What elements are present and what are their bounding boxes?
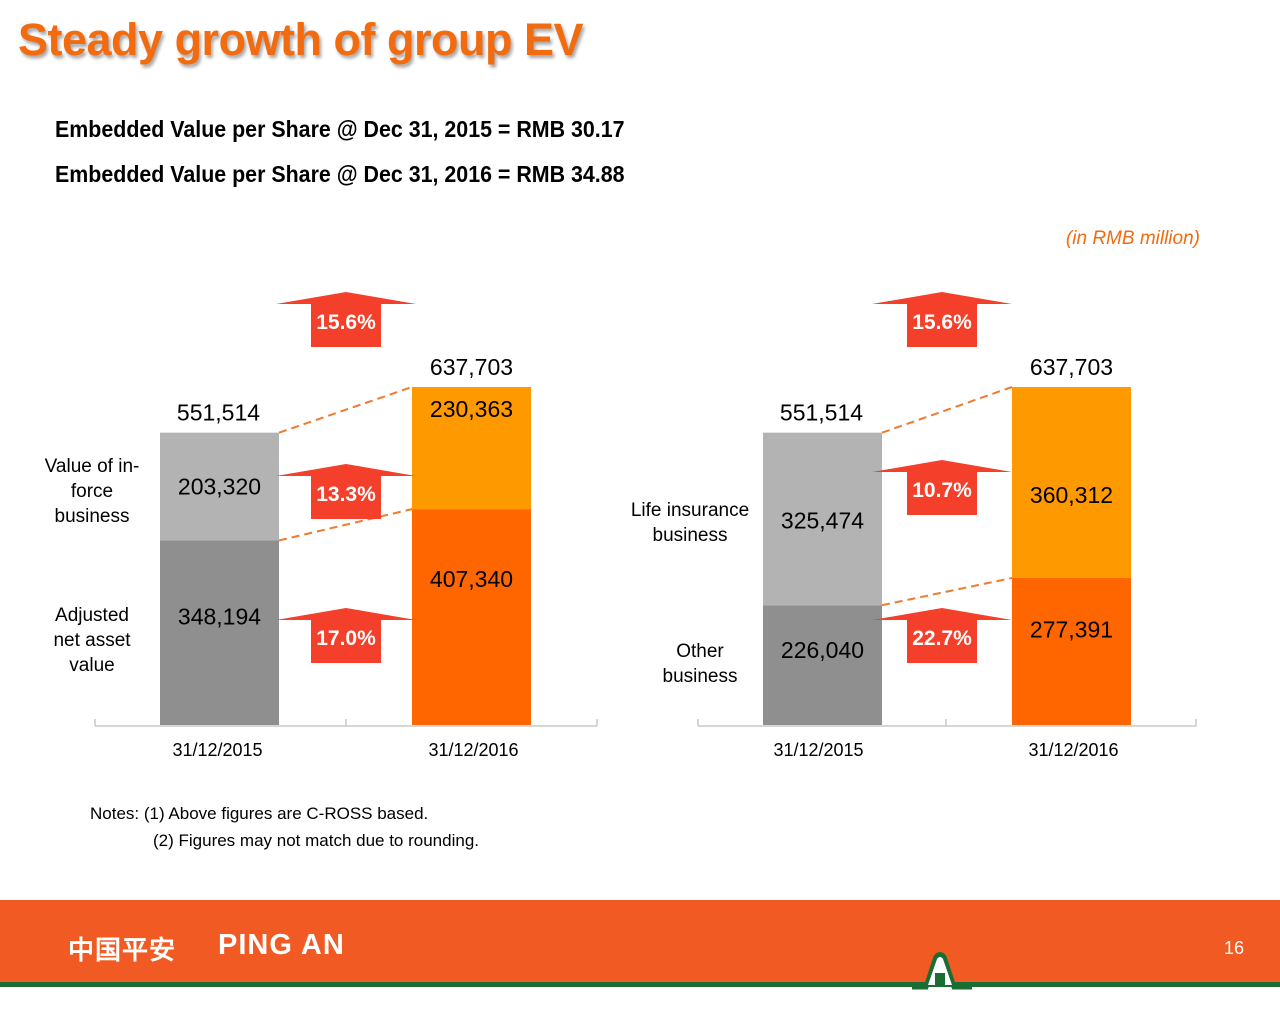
bar-total-label: 637,703 [1030,354,1113,380]
connector-line-split [278,508,413,542]
connector-line-total [278,386,413,434]
bar-total-label: 637,703 [430,354,513,380]
bar-value-label: 407,340 [430,566,513,592]
logo-chinese: 中国平安 [68,935,177,965]
series-label: business [653,525,728,546]
unit-note: (in RMB million) [1065,228,1200,249]
growth-arrow-top-series: 10.7% [872,460,1012,515]
bar-segment-other-business [763,605,882,725]
bar-segment-adjusted-net-asset-value [412,509,531,725]
footer-line [0,982,1280,987]
growth-arrow-icon [872,608,1012,663]
growth-arrow-bottom-series: 17.0% [276,608,416,663]
logo-english: PING AN [218,929,345,961]
growth-label: 17.0% [316,627,376,650]
ev-charts: 348,194 203,320 551,514 31/12/2015 407,340 23… [45,292,1197,760]
bar-value-label: 277,391 [1030,616,1113,642]
growth-arrow-icon [276,608,416,663]
growth-arrow-bottom-series: 22.7% [872,608,1012,663]
x-tick-label: 31/12/2016 [428,740,518,760]
note-1: Notes: (1) Above figures are C-ROSS base… [90,804,429,823]
x-tick-label: 31/12/2015 [773,740,863,760]
bar-value-label: 360,312 [1030,482,1113,508]
bar-value-label: 203,320 [178,474,261,500]
growth-arrow-icon [276,292,416,347]
bar-value-label: 226,040 [781,637,864,663]
bar-total-label: 551,514 [177,400,260,426]
bar-segment-adjusted-net-asset-value [160,540,279,725]
bar-segment-value-of-in-force-business [160,432,279,541]
series-label: Adjusted [55,605,129,626]
connector-line-total [881,386,1013,434]
growth-label: 15.6% [912,311,972,334]
growth-arrow-icon [872,292,1012,347]
growth-arrow-total: 15.6% [276,292,416,347]
bar-segment-value-of-in-force-business [412,387,531,510]
page-number: 16 [1223,938,1244,958]
growth-label: 13.3% [316,483,376,506]
growth-label: 10.7% [912,479,972,502]
growth-arrow-total: 15.6% [872,292,1012,347]
connector-line-split [881,576,1013,607]
bar-total-label: 551,514 [780,400,863,426]
series-label: Value of in- [45,456,140,477]
series-label: business [663,666,738,687]
pingan-a-logo-icon [912,952,972,990]
series-label: Life insurance [631,500,749,521]
bar-value-label: 230,363 [430,396,513,422]
bar-value-label: 348,194 [178,604,261,630]
bar-segment-life-insurance-business [763,432,882,606]
growth-arrow-icon [872,460,1012,515]
x-tick-label: 31/12/2015 [172,740,262,760]
series-label: business [55,506,130,527]
footer-bar [0,900,1280,984]
note-2: (2) Figures may not match due to roundin… [153,831,479,850]
series-label: Other [676,641,724,662]
x-tick-label: 31/12/2016 [1028,740,1118,760]
growth-arrow-icon [276,464,416,519]
bar-segment-life-insurance-business [1012,387,1131,578]
bar-value-label: 325,474 [781,508,864,534]
series-label: value [69,655,114,676]
slide-title: Steady growth of group EV [18,14,584,65]
series-label: force [71,481,113,502]
bar-segment-other-business [1012,577,1131,725]
growth-label: 15.6% [316,311,376,334]
growth-arrow-top-series: 13.3% [276,464,416,519]
ev-per-share-2016: Embedded Value per Share @ Dec 31, 2016 … [55,161,625,187]
series-label: net asset [53,630,131,651]
ev-per-share-2015: Embedded Value per Share @ Dec 31, 2015 … [55,116,625,142]
notes: Notes: (1) Above figures are C-ROSS base… [90,800,479,854]
growth-label: 22.7% [912,627,972,650]
